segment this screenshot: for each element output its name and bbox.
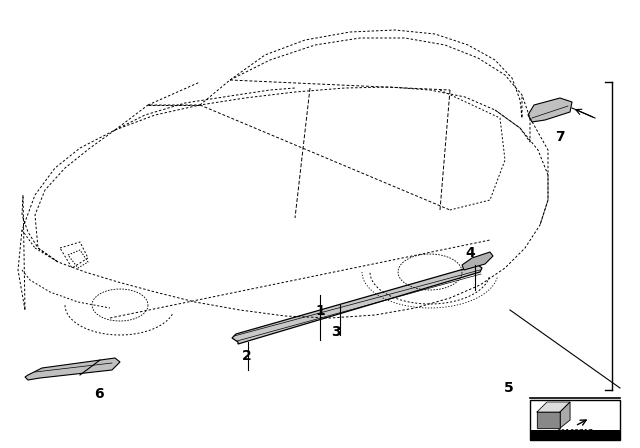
Polygon shape xyxy=(528,98,572,122)
Polygon shape xyxy=(560,402,570,428)
Polygon shape xyxy=(232,265,482,344)
Polygon shape xyxy=(537,412,560,428)
Text: 00183717: 00183717 xyxy=(557,429,593,438)
Text: 1: 1 xyxy=(315,304,325,319)
Text: 4: 4 xyxy=(465,246,476,260)
Bar xyxy=(530,430,620,440)
Text: 5: 5 xyxy=(504,380,514,395)
Text: 6: 6 xyxy=(94,387,104,401)
Polygon shape xyxy=(537,402,570,412)
Polygon shape xyxy=(25,358,120,380)
Text: 2: 2 xyxy=(241,349,252,363)
Polygon shape xyxy=(462,252,493,270)
Text: 7: 7 xyxy=(555,129,565,144)
Bar xyxy=(530,400,620,440)
Text: 3: 3 xyxy=(331,324,341,339)
